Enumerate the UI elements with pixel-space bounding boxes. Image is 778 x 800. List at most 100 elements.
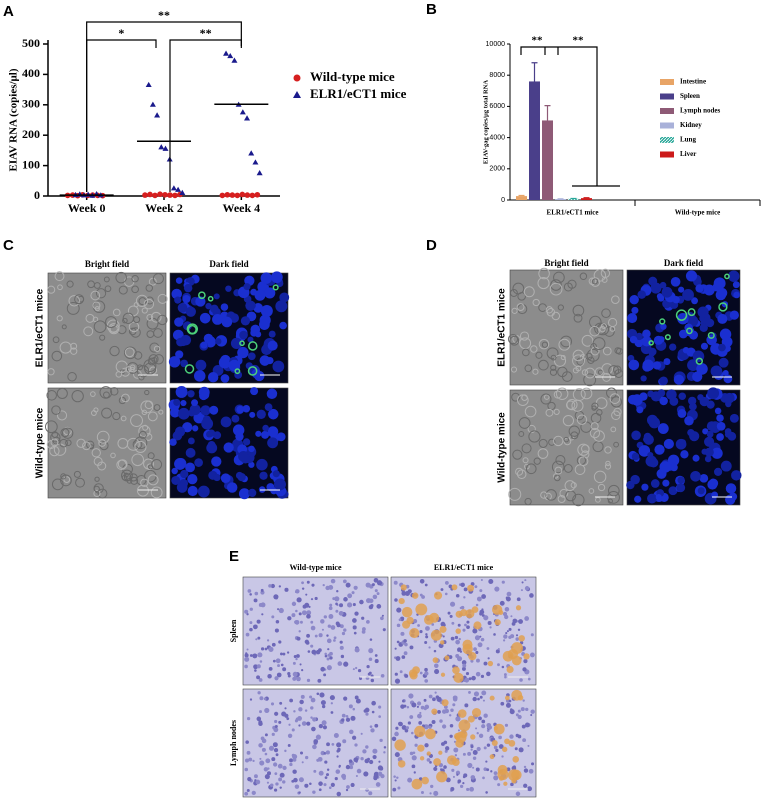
nucleus	[369, 725, 373, 728]
nucleus	[172, 329, 184, 341]
nucleus	[522, 699, 525, 702]
nucleus	[293, 710, 296, 713]
nucleus	[420, 705, 425, 710]
nucleus	[177, 407, 190, 420]
nucleus	[338, 610, 344, 616]
cell	[140, 400, 154, 414]
nucleus	[352, 603, 356, 607]
nucleus	[475, 767, 480, 772]
nucleus	[255, 331, 262, 338]
nucleus	[273, 748, 279, 753]
nucleus	[697, 306, 709, 318]
cell	[583, 373, 597, 387]
nucleus	[478, 716, 482, 721]
column-header: Bright field	[85, 259, 129, 269]
data-point	[239, 109, 246, 115]
nucleus	[256, 664, 261, 669]
stained-cell	[487, 660, 494, 667]
nucleus	[306, 633, 310, 638]
nucleus	[278, 777, 283, 782]
nucleus	[424, 671, 429, 676]
nucleus	[259, 757, 262, 760]
nucleus	[369, 638, 373, 641]
nucleus	[487, 620, 492, 625]
nucleus	[459, 606, 462, 609]
cell	[541, 341, 549, 348]
nucleus	[292, 769, 297, 774]
data-point	[219, 192, 226, 199]
nucleus	[295, 589, 300, 594]
nucleus	[716, 433, 724, 441]
nucleus	[629, 335, 638, 344]
nucleus	[529, 652, 535, 658]
nucleus	[394, 779, 397, 782]
cell	[519, 331, 530, 341]
nucleus	[273, 594, 279, 600]
nucleus	[396, 776, 399, 779]
nucleus	[493, 771, 498, 776]
data-point	[256, 170, 263, 176]
stained-cell	[492, 604, 503, 615]
positive-cell	[659, 318, 666, 325]
cell	[580, 387, 593, 400]
cell	[51, 478, 64, 491]
cell	[147, 474, 159, 486]
nucleus	[367, 672, 371, 676]
micrograph	[242, 576, 389, 686]
nucleus	[345, 717, 351, 722]
nucleus	[394, 647, 397, 650]
nucleus	[362, 627, 366, 631]
nucleus	[368, 657, 373, 662]
nucleus	[500, 701, 505, 706]
cell	[117, 459, 128, 469]
positive-cell	[239, 340, 245, 347]
nucleus	[447, 611, 451, 615]
stained-cell	[504, 738, 510, 745]
data-point	[239, 191, 246, 198]
nucleus	[440, 621, 446, 627]
nucleus	[279, 292, 290, 303]
nucleus	[405, 726, 410, 730]
nucleus	[244, 791, 249, 796]
nucleus	[706, 400, 715, 409]
cell	[545, 306, 553, 314]
stained-cell	[425, 728, 436, 740]
nucleus	[362, 749, 367, 754]
cell	[144, 433, 153, 441]
cell	[592, 278, 599, 285]
nucleus	[508, 627, 512, 631]
nucleus	[322, 583, 325, 587]
cell	[559, 488, 569, 498]
nucleus	[335, 609, 339, 613]
nucleus	[318, 648, 322, 652]
cell	[147, 411, 158, 422]
nucleus	[326, 638, 332, 644]
cell	[524, 405, 537, 418]
stained-cell	[489, 695, 495, 701]
nucleus	[486, 743, 491, 747]
nucleus	[307, 650, 311, 653]
x-tick-label: Week 0	[68, 201, 106, 215]
nucleus	[353, 757, 359, 763]
cell	[66, 301, 80, 315]
stained-cell	[518, 635, 525, 642]
nucleus	[517, 714, 522, 720]
nucleus	[716, 421, 726, 431]
cell	[611, 410, 621, 421]
nucleus	[324, 654, 328, 658]
nucleus	[264, 403, 273, 412]
nucleus	[475, 603, 479, 607]
nucleus	[238, 488, 250, 500]
nucleus	[375, 782, 381, 787]
nucleus	[650, 282, 662, 294]
nucleus	[174, 296, 182, 304]
cell	[67, 371, 77, 382]
nucleus	[464, 623, 467, 627]
legend-swatch	[660, 151, 674, 158]
nucleus	[655, 494, 662, 501]
nucleus	[293, 777, 298, 783]
nucleus	[296, 636, 301, 641]
nucleus	[493, 775, 499, 781]
nucleus	[273, 762, 278, 767]
cell	[130, 414, 143, 428]
